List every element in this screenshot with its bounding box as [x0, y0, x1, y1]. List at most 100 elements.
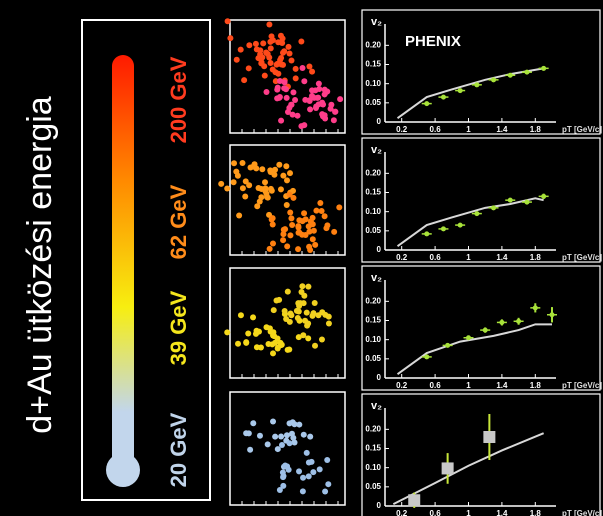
particle	[290, 112, 296, 118]
event-panel	[230, 20, 345, 133]
y-tick-label: 0.15	[365, 444, 381, 453]
particle	[290, 419, 296, 425]
data-point	[408, 494, 420, 506]
particle	[307, 106, 313, 112]
particle	[270, 37, 276, 43]
y-axis-label: v₂	[371, 16, 382, 28]
data-point	[491, 77, 496, 82]
particle	[260, 40, 266, 46]
particle	[322, 213, 328, 219]
y-tick-label: 0.10	[365, 463, 381, 472]
particle	[259, 54, 265, 60]
particle	[266, 55, 272, 61]
data-point	[524, 200, 529, 205]
particle	[287, 440, 293, 446]
particle	[278, 39, 284, 45]
particle	[299, 218, 305, 224]
data-point	[424, 101, 429, 106]
particle	[278, 434, 284, 440]
particle	[282, 79, 288, 85]
particle	[288, 215, 294, 221]
x-tick-label: 1.8	[530, 509, 542, 516]
particle	[275, 71, 281, 77]
data-point	[550, 312, 555, 317]
particle	[253, 41, 259, 47]
particle	[282, 308, 288, 314]
particle	[270, 215, 276, 221]
particle	[300, 488, 306, 494]
particle	[259, 166, 265, 172]
y-tick-label: 0	[377, 501, 382, 510]
x-tick-label: 1	[466, 509, 471, 516]
particle	[265, 441, 271, 447]
slide: d+Au ütközési energia 200 GeV 62 GeV 39 …	[0, 0, 603, 516]
y-axis-label: v₂	[371, 400, 382, 412]
particle	[278, 33, 284, 39]
particle	[309, 313, 315, 319]
slide-title: d+Au ütközési energia	[21, 96, 59, 433]
chart-frame	[362, 394, 600, 516]
particle	[286, 192, 292, 198]
particle	[299, 65, 305, 71]
energy-label: 62 GeV	[166, 184, 191, 259]
x-tick-label: 1.4	[496, 381, 508, 390]
y-tick-label: 0.20	[365, 168, 381, 177]
x-axis-label: pT [GeV/c]	[562, 381, 602, 390]
x-tick-label: 1	[466, 381, 471, 390]
particle	[312, 300, 318, 306]
particle	[279, 442, 285, 448]
particle	[304, 450, 310, 456]
particle	[298, 38, 304, 44]
particle	[322, 312, 328, 318]
particle	[266, 21, 272, 27]
particle	[270, 350, 276, 356]
x-tick-label: 1.8	[530, 381, 542, 390]
y-tick-label: 0.15	[365, 316, 381, 325]
particle	[305, 284, 311, 290]
particle	[287, 232, 293, 238]
y-tick-label: 0.10	[365, 335, 381, 344]
particle	[231, 179, 237, 185]
y-tick-label: 0.20	[365, 40, 381, 49]
particle	[286, 467, 292, 473]
y-tick-label: 0	[377, 373, 382, 382]
data-point	[541, 66, 546, 71]
particle	[242, 193, 248, 199]
particle	[267, 167, 273, 173]
y-tick-label: 0.10	[365, 207, 381, 216]
data-point	[441, 226, 446, 231]
particle	[271, 172, 277, 178]
particle	[218, 181, 224, 187]
x-tick-label: 0.2	[396, 381, 408, 390]
particle	[280, 231, 286, 237]
particle	[298, 123, 304, 129]
y-axis-label: v₂	[371, 144, 382, 156]
particle	[286, 346, 292, 352]
y-tick-label: 0	[377, 245, 382, 254]
y-tick-label: 0	[377, 117, 382, 126]
particle	[270, 333, 276, 339]
particle	[300, 332, 306, 338]
particle	[233, 169, 239, 175]
particle	[268, 45, 274, 51]
particle	[310, 236, 316, 242]
x-tick-label: 1	[466, 125, 471, 134]
particle	[254, 46, 260, 52]
particle	[265, 341, 271, 347]
particle	[270, 222, 276, 228]
particle	[295, 246, 301, 252]
data-point	[483, 431, 495, 443]
particle	[238, 47, 244, 53]
particle	[274, 95, 280, 101]
y-tick-label: 0.15	[365, 188, 381, 197]
data-point	[442, 462, 454, 474]
particle	[325, 481, 331, 487]
particle	[301, 78, 307, 84]
particle	[278, 342, 284, 348]
particle	[313, 208, 319, 214]
particle	[267, 246, 273, 252]
x-tick-label: 1.8	[530, 125, 542, 134]
particle	[256, 329, 262, 335]
data-point	[424, 231, 429, 236]
particle	[262, 188, 268, 194]
